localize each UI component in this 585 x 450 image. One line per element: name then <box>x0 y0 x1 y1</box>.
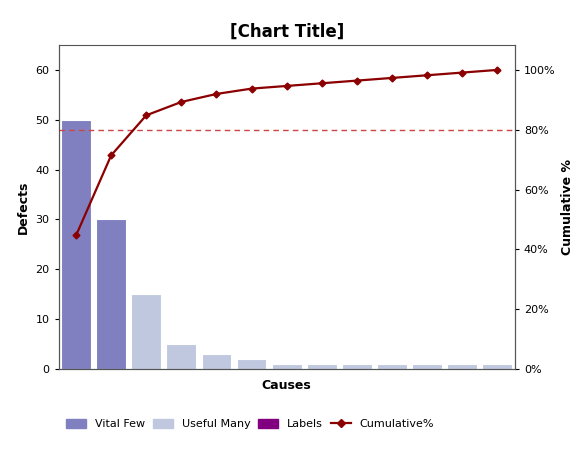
Bar <box>131 294 161 369</box>
Bar <box>271 364 302 369</box>
Bar <box>96 220 126 369</box>
Legend: Vital Few, Useful Many, Labels, Cumulative%: Vital Few, Useful Many, Labels, Cumulati… <box>64 417 436 432</box>
Y-axis label: Defects: Defects <box>17 180 30 234</box>
Bar <box>307 364 337 369</box>
Bar <box>236 359 266 369</box>
Bar <box>377 364 407 369</box>
Bar <box>201 354 232 369</box>
Bar <box>167 344 197 369</box>
Bar <box>448 364 477 369</box>
Bar <box>482 364 512 369</box>
Bar <box>412 364 442 369</box>
X-axis label: Causes: Causes <box>261 379 312 392</box>
Bar <box>61 120 91 369</box>
Y-axis label: Cumulative %: Cumulative % <box>561 159 574 255</box>
Title: [Chart Title]: [Chart Title] <box>229 22 344 40</box>
Bar <box>342 364 372 369</box>
